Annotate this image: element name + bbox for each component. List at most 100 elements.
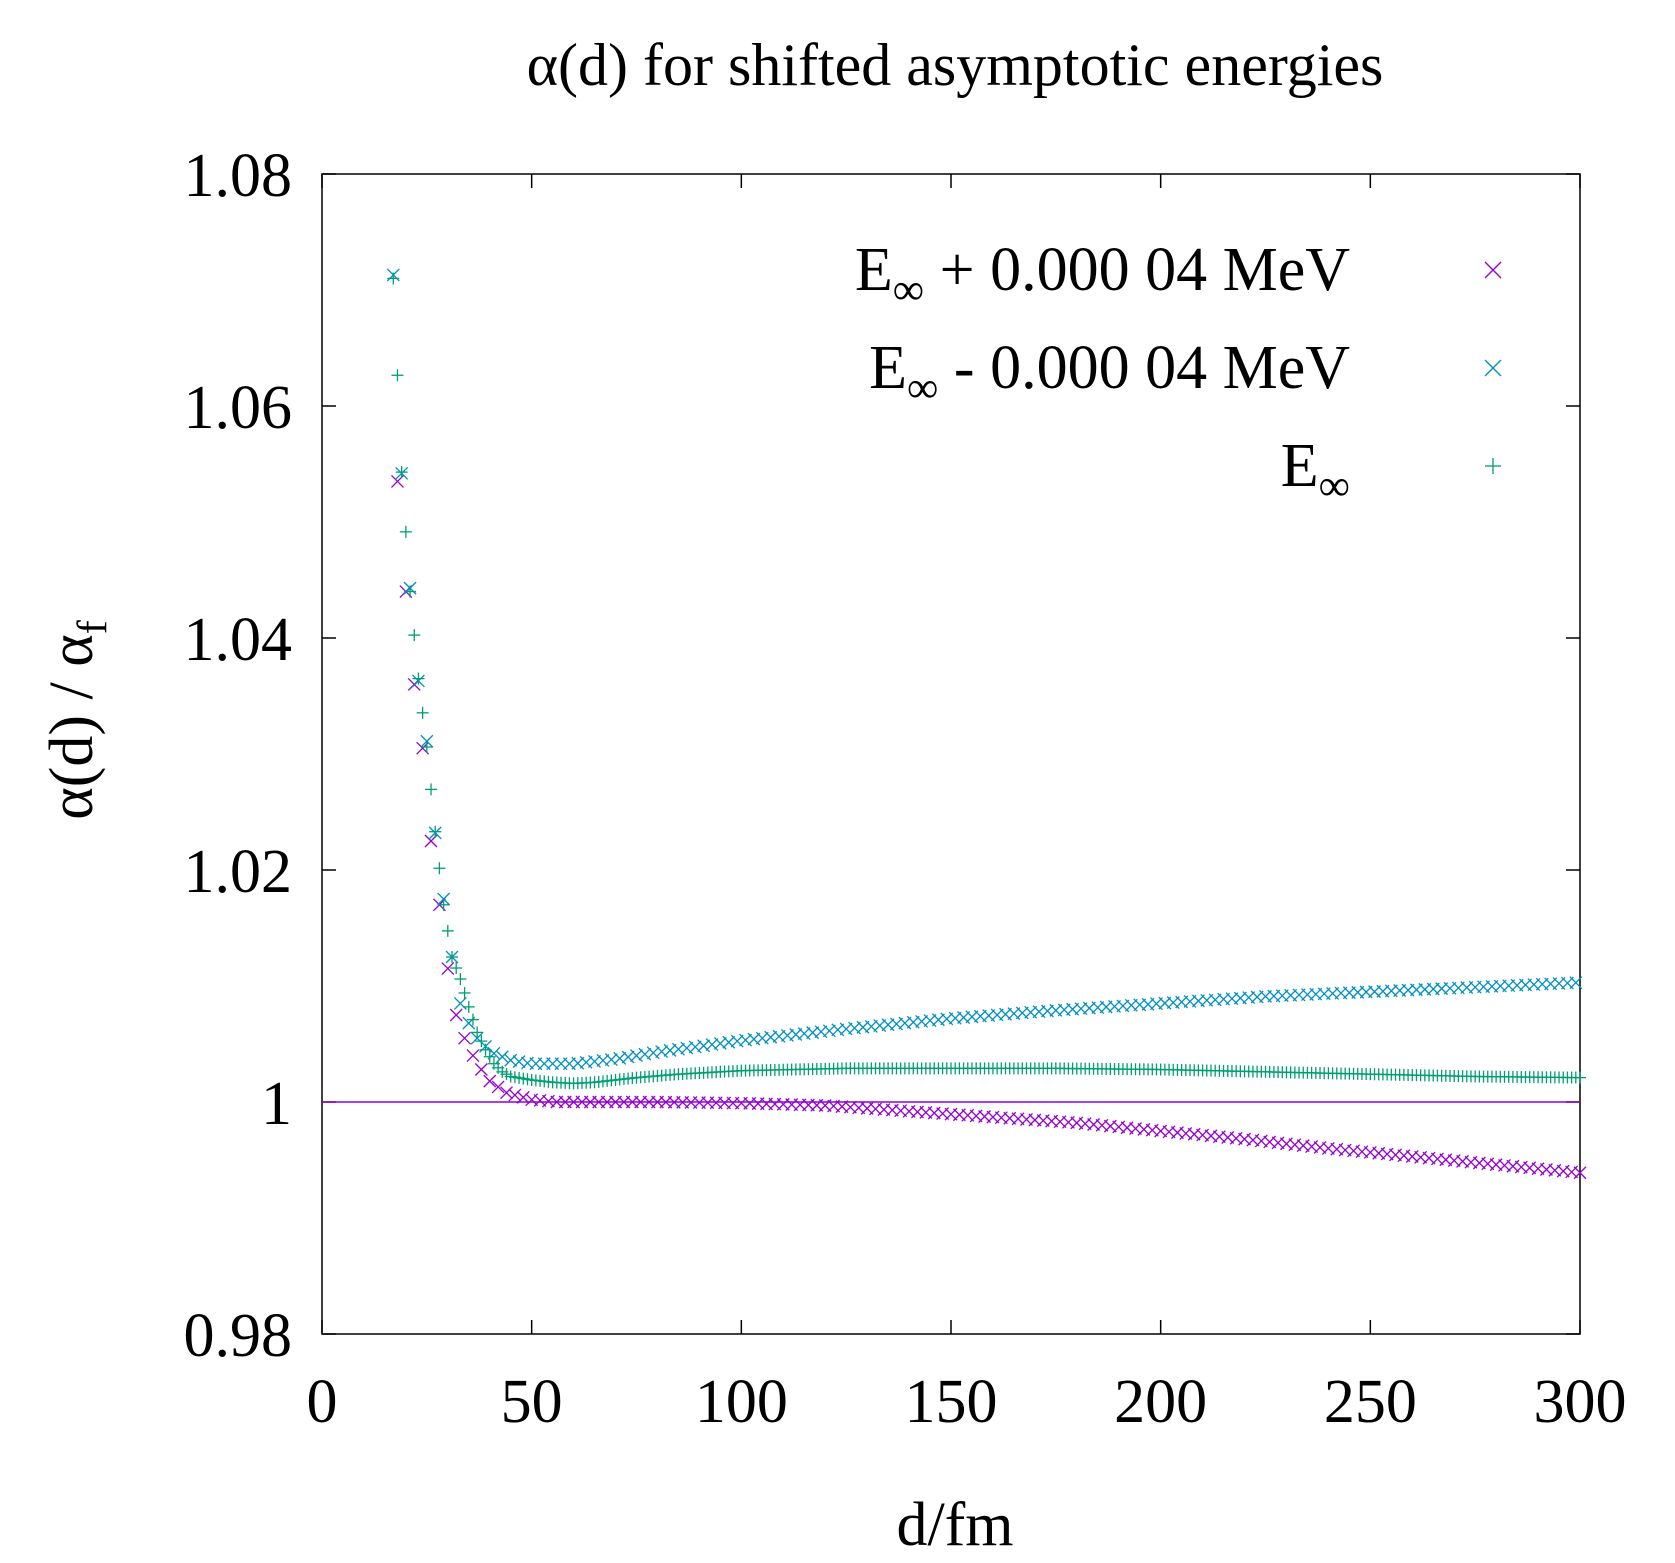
plot-area: 0 50 100 150 200 250 300 0.98 1 1.02 1.04 1.06 1.08	[184, 142, 1627, 1436]
legend-marker	[1484, 261, 1502, 279]
legend-label-subscript: ∞	[893, 265, 924, 314]
data-point	[399, 525, 412, 538]
data-point-stroke	[1208, 993, 1222, 1007]
data-point-stroke	[1200, 993, 1214, 1007]
data-point-stroke	[722, 1035, 736, 1049]
data-point	[445, 951, 458, 963]
data-point-stroke	[655, 1045, 669, 1058]
data-point	[663, 1043, 677, 1057]
data-point-stroke	[579, 1055, 593, 1069]
data-point-stroke	[1040, 1004, 1054, 1018]
data-point-stroke	[730, 1034, 744, 1048]
data-point-stroke	[856, 1020, 870, 1034]
x-tick-label: 50	[501, 1368, 563, 1436]
data-point	[462, 1000, 475, 1013]
x-tick-label: 150	[905, 1368, 998, 1436]
y-tick-label: 1.02	[184, 838, 293, 906]
legend-marker	[1484, 359, 1502, 377]
data-point	[500, 1086, 513, 1100]
data-point-stroke	[1158, 996, 1172, 1010]
data-point-stroke	[873, 1019, 887, 1033]
data-point-stroke	[1233, 991, 1247, 1005]
data-point-stroke	[646, 1046, 660, 1060]
data-point-stroke	[1057, 1003, 1071, 1017]
data-point-stroke	[881, 1018, 895, 1032]
data-point-stroke	[1074, 1002, 1088, 1016]
data-point-stroke	[789, 1028, 803, 1041]
data-point-stroke	[940, 1012, 954, 1026]
data-point-stroke	[1116, 999, 1130, 1013]
data-point-stroke	[604, 1053, 618, 1067]
data-point-stroke	[630, 1049, 643, 1063]
legend-marker-stroke	[1484, 359, 1502, 377]
data-point	[483, 1050, 496, 1063]
data-point	[441, 924, 454, 937]
data-point-stroke	[999, 1007, 1012, 1021]
data-point	[516, 1090, 530, 1104]
x-tick-label: 0	[307, 1368, 338, 1436]
legend-entry-1: E∞ + 0.000 04 MeV	[855, 236, 1502, 314]
data-point	[713, 1036, 727, 1050]
legend-marker-stroke	[1484, 261, 1502, 279]
data-point-stroke	[957, 1011, 971, 1024]
data-point-stroke	[516, 1090, 530, 1104]
data-point-stroke	[1175, 995, 1189, 1009]
data-point-stroke	[1133, 998, 1147, 1012]
data-point-stroke	[1166, 996, 1180, 1010]
data-point	[466, 1013, 479, 1026]
data-point	[671, 1042, 685, 1056]
data-point-stroke	[814, 1025, 828, 1039]
data-point-stroke	[688, 1040, 702, 1054]
legend-label-rest: + 0.000 04 MeV	[924, 236, 1350, 304]
data-point-stroke	[638, 1047, 652, 1061]
legend-entry-3: E∞	[1281, 432, 1501, 510]
data-point-stroke	[1024, 1005, 1038, 1019]
data-point-stroke	[512, 1055, 526, 1069]
data-point-stroke	[466, 1049, 480, 1063]
data-point	[1573, 1166, 1587, 1180]
data-point-stroke	[588, 1054, 602, 1068]
data-point-stroke	[504, 1053, 518, 1067]
y-tick-label: 1.08	[184, 142, 293, 210]
data-point-stroke	[500, 1086, 513, 1100]
data-point-stroke	[982, 1009, 996, 1023]
data-point-stroke	[1049, 1003, 1063, 1017]
data-point-stroke	[931, 1013, 945, 1027]
data-point-stroke	[1150, 997, 1163, 1011]
data-point-stroke	[495, 1050, 509, 1064]
data-point-stroke	[680, 1041, 694, 1055]
data-point-stroke	[453, 996, 467, 1010]
data-point	[458, 986, 471, 999]
data-point	[420, 741, 433, 754]
data-point	[387, 272, 400, 285]
data-point-stroke	[1573, 1166, 1587, 1180]
data-point-stroke	[1066, 1002, 1080, 1016]
data-point	[471, 1026, 484, 1039]
data-point-stroke	[772, 1029, 786, 1043]
data-point	[646, 1046, 660, 1060]
y-axis-label-subscript: f	[70, 620, 116, 634]
data-point	[475, 1035, 488, 1048]
data-point	[454, 973, 467, 986]
data-point-stroke	[797, 1027, 811, 1041]
data-point	[697, 1039, 711, 1053]
data-point	[604, 1053, 618, 1067]
data-point	[395, 466, 408, 479]
data-point	[441, 962, 455, 976]
data-point-stroke	[663, 1043, 677, 1057]
data-point-stroke	[621, 1050, 635, 1064]
data-point-stroke	[705, 1038, 719, 1052]
data-point-stroke	[1217, 992, 1231, 1006]
data-point	[412, 672, 425, 685]
data-point	[1574, 1071, 1586, 1084]
data-point-stroke	[898, 1016, 912, 1030]
data-point	[408, 629, 421, 642]
data-point-stroke	[739, 1033, 752, 1047]
data-point-stroke	[474, 1063, 488, 1076]
data-point-stroke	[848, 1021, 862, 1035]
data-point-stroke	[831, 1023, 845, 1037]
y-tick-label: 1.04	[184, 606, 293, 674]
data-point	[730, 1034, 744, 1048]
series-3	[387, 272, 1586, 1090]
